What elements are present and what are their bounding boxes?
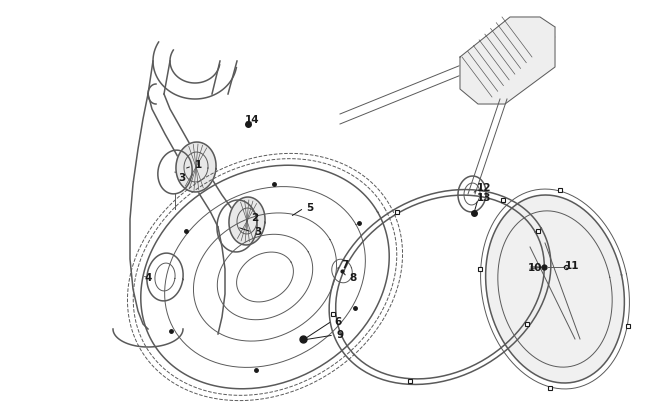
Text: 1: 1 — [194, 160, 202, 170]
Text: 14: 14 — [244, 115, 259, 125]
Text: 3: 3 — [178, 173, 186, 183]
Text: 13: 13 — [476, 192, 491, 202]
Text: 2: 2 — [252, 213, 259, 222]
Polygon shape — [460, 18, 555, 105]
Text: 4: 4 — [144, 272, 151, 282]
Polygon shape — [229, 198, 265, 245]
Text: 10: 10 — [528, 262, 542, 272]
Polygon shape — [486, 196, 625, 383]
Polygon shape — [332, 260, 352, 283]
Text: 7: 7 — [341, 259, 348, 269]
Text: 9: 9 — [337, 329, 344, 339]
Text: 5: 5 — [306, 202, 313, 213]
Text: 6: 6 — [334, 316, 342, 326]
Text: 3: 3 — [254, 226, 261, 237]
Text: 8: 8 — [350, 272, 357, 282]
Text: 11: 11 — [565, 260, 579, 270]
Text: 12: 12 — [476, 183, 491, 192]
Polygon shape — [176, 143, 216, 192]
